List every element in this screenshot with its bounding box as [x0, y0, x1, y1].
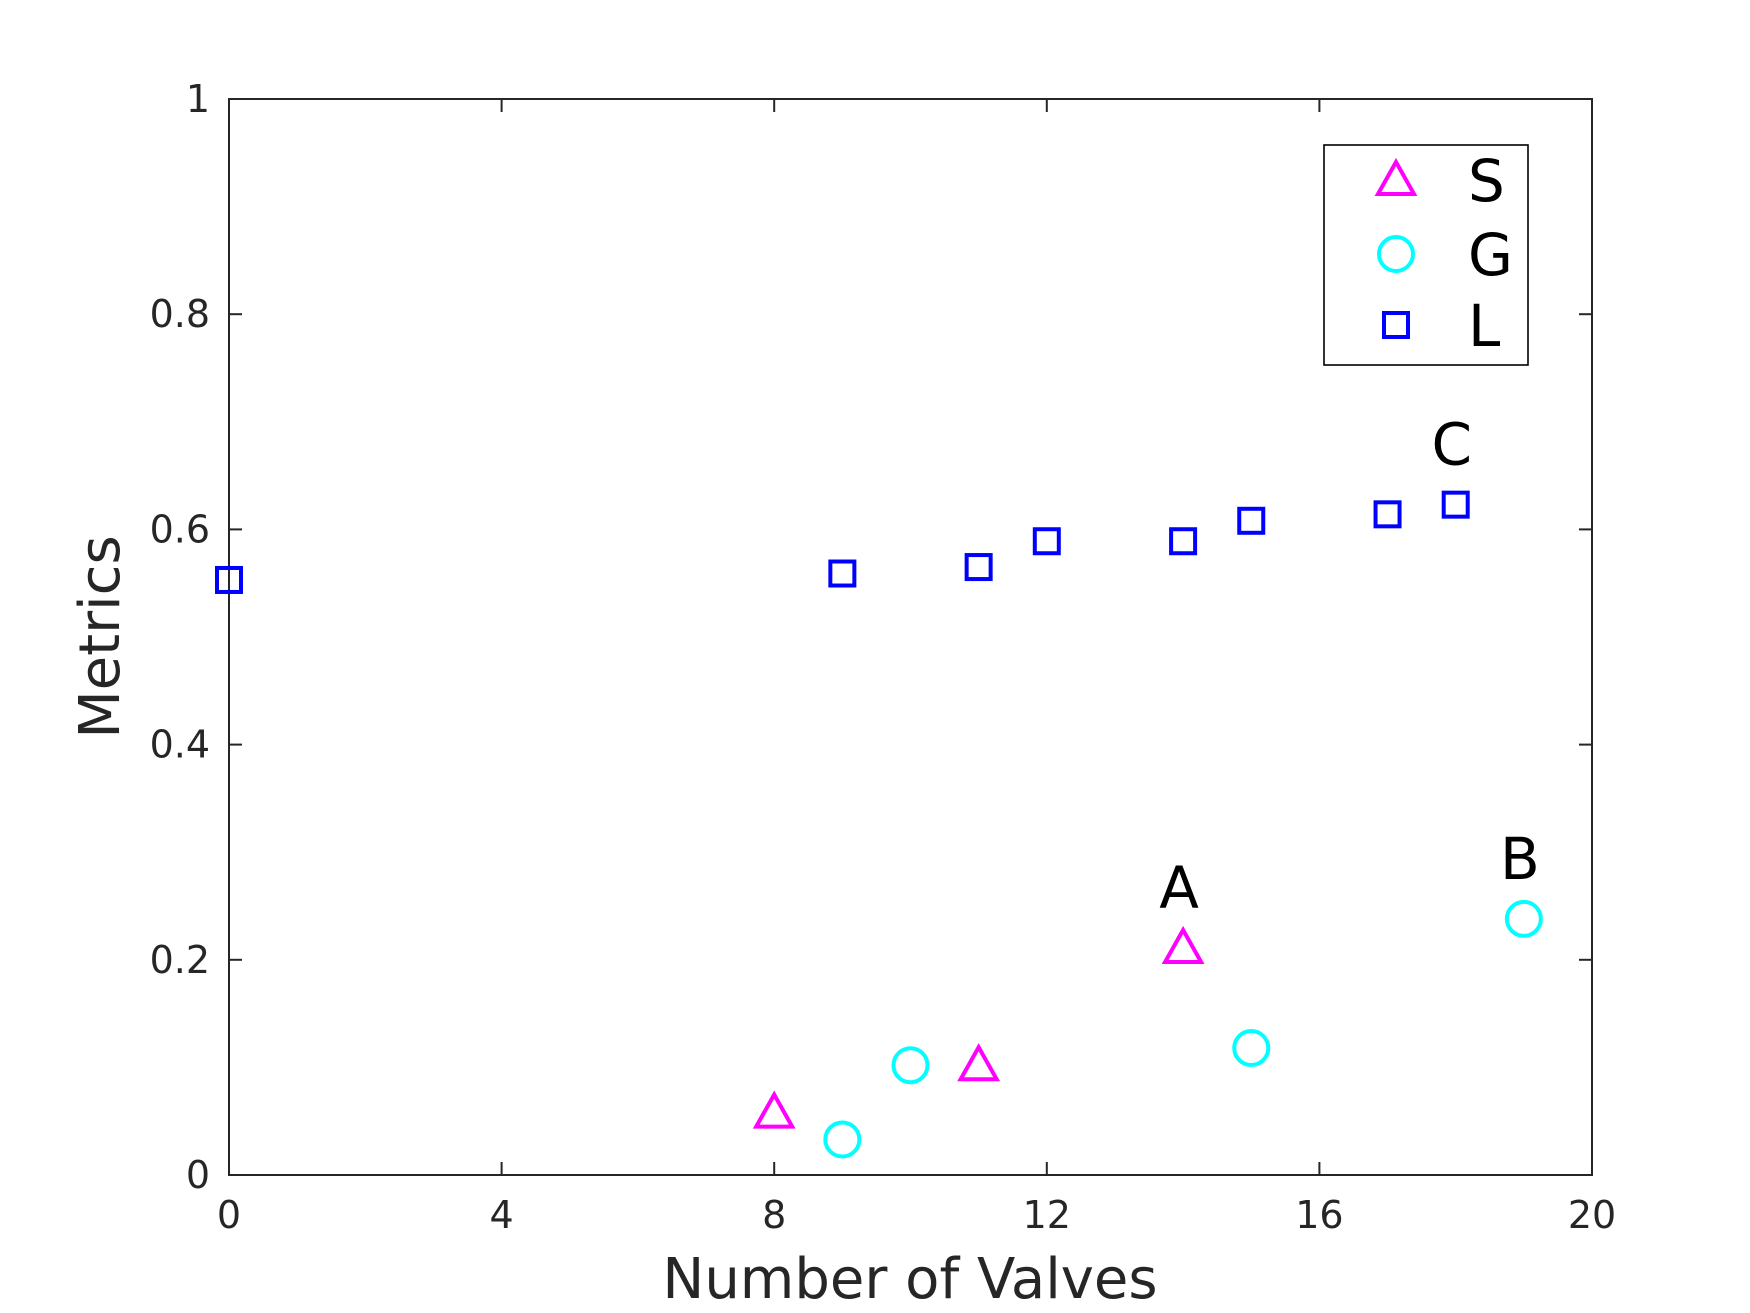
- y-tick-label: 1: [186, 77, 210, 121]
- marker-square: [1373, 500, 1402, 529]
- marker-square: [828, 559, 857, 588]
- y-axis-title: Metrics: [68, 535, 133, 738]
- annotation-label: A: [1159, 854, 1199, 922]
- x-tick-label: 8: [762, 1193, 786, 1237]
- x-tick-labels: 0 4 8 12 16 20: [217, 1193, 1616, 1237]
- annotation-label: B: [1500, 825, 1540, 893]
- marker-triangle: [957, 1043, 1001, 1082]
- marker-square: [215, 565, 243, 594]
- x-axis-title: Number of Valves: [662, 1247, 1157, 1312]
- legend: SGL: [1323, 144, 1529, 366]
- legend-marker-triangle: [1374, 157, 1418, 196]
- legend-marker-square: [1382, 311, 1410, 339]
- y-tick-label: 0.4: [150, 723, 210, 767]
- annotations: A B C: [1159, 411, 1539, 922]
- y-tick-label: 0.8: [150, 292, 210, 336]
- y-tick-label: 0.2: [150, 938, 210, 982]
- y-tick-labels: 0 0.2 0.4 0.6 0.8 1: [150, 77, 210, 1197]
- marker-triangle: [1161, 925, 1205, 964]
- marker-square: [1169, 527, 1198, 556]
- annotation-label: C: [1431, 411, 1472, 479]
- marker-square: [1441, 490, 1470, 519]
- y-tick-label: 0.6: [150, 507, 210, 551]
- x-tick-label: 16: [1295, 1193, 1343, 1237]
- marker-circle: [1232, 1029, 1271, 1068]
- marker-square: [964, 553, 993, 582]
- legend-label: G: [1468, 221, 1513, 289]
- data-markers: [215, 490, 1543, 1159]
- legend-marker-circle: [1377, 235, 1415, 273]
- y-tick-label: 0: [186, 1153, 210, 1197]
- marker-circle: [1504, 899, 1543, 938]
- marker-square: [1032, 527, 1061, 556]
- legend-box: [1323, 144, 1529, 366]
- marker-circle: [891, 1046, 930, 1085]
- marker-circle: [823, 1120, 862, 1159]
- marker-triangle: [752, 1090, 796, 1129]
- axis-ticks: [228, 98, 1593, 1176]
- marker-square: [1237, 506, 1266, 535]
- legend-label: L: [1468, 292, 1500, 360]
- x-tick-label: 20: [1568, 1193, 1616, 1237]
- x-tick-label: 0: [217, 1193, 241, 1237]
- x-tick-label: 12: [1023, 1193, 1071, 1237]
- legend-label: S: [1468, 147, 1505, 215]
- x-tick-label: 4: [490, 1193, 514, 1237]
